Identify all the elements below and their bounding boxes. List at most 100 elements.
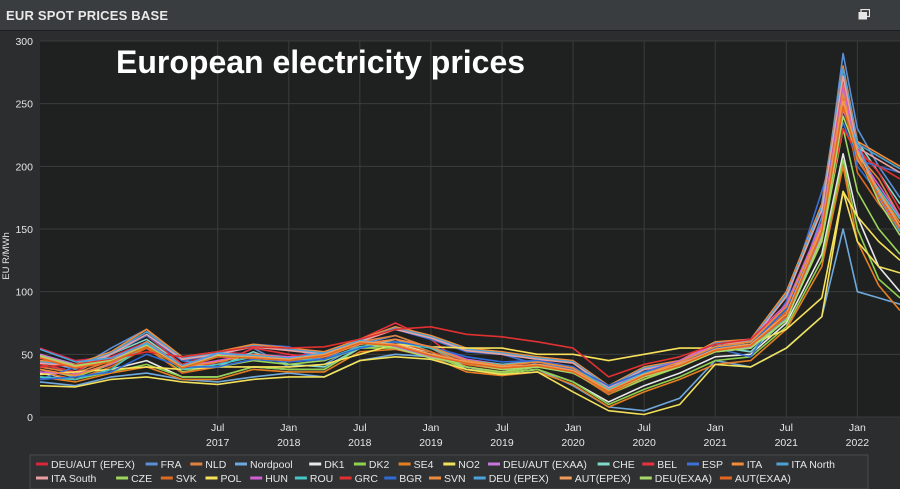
x-tick-label-bottom: 2022: [846, 437, 870, 449]
legend-label: ESP: [702, 459, 723, 471]
y-tick-label: 300: [15, 36, 33, 48]
legend-label: CZE: [131, 473, 152, 485]
y-axis: 0 50 100 150 200 250 300: [15, 36, 33, 424]
legend-label: SVK: [176, 473, 197, 485]
legend-label: SE4: [414, 459, 434, 471]
x-tick-label-top: Jan: [422, 422, 439, 434]
x-tick-label-top: Jan: [707, 422, 724, 434]
legend-item-ita-north[interactable]: ITA North: [776, 459, 835, 471]
series-line-svn[interactable]: [39, 92, 900, 392]
x-tick-label-bottom: 2020: [632, 437, 656, 449]
legend-item-ita[interactable]: ITA: [731, 459, 763, 471]
legend-item-deu-exaa[interactable]: DEU(EXAA): [639, 473, 712, 485]
panel-title: EUR SPOT PRICES BASE: [6, 8, 169, 23]
x-tick-label-bottom: 2021: [704, 437, 728, 449]
legend-label: ROU: [310, 473, 333, 485]
legend-item-svn[interactable]: SVN: [429, 473, 466, 485]
legend-label: ITA North: [791, 459, 835, 471]
y-tick-label: 0: [27, 412, 33, 424]
legend-item-hun[interactable]: HUN: [250, 473, 288, 485]
legend-item-dk2[interactable]: DK2: [353, 459, 390, 471]
legend-item-esp[interactable]: ESP: [687, 459, 723, 471]
legend-item-rou[interactable]: ROU: [294, 473, 333, 485]
legend-item-dk1[interactable]: DK1: [309, 459, 345, 471]
legend-item-bgr[interactable]: BGR: [384, 473, 422, 485]
legend-label: DEU(EXAA): [655, 473, 712, 485]
legend: DEU/AUT (EPEX) FRA NLD Nordpool DK1 DK2 SE4 NO2…: [36, 459, 835, 485]
series-line-pol[interactable]: [39, 190, 900, 376]
x-tick-label-top: Jul: [637, 422, 650, 434]
series-line-ita-south[interactable]: [39, 75, 900, 389]
x-tick-label-top: Jul: [495, 422, 508, 434]
legend-label: FRA: [161, 459, 182, 471]
x-tick-label-bottom: 2019: [419, 437, 443, 449]
legend-item-cze[interactable]: CZE: [116, 473, 152, 485]
legend-label: AUT(EPEX): [575, 473, 631, 485]
grid: [40, 40, 900, 418]
y-tick-label: 100: [15, 287, 33, 299]
legend-item-bel[interactable]: BEL: [642, 459, 677, 471]
legend-label: Nordpool: [250, 459, 293, 471]
legend-item-se4[interactable]: SE4: [398, 459, 434, 471]
legend-label: DEU (EPEX): [489, 473, 549, 485]
legend-label: DEU/AUT (EXAA): [503, 459, 587, 471]
legend-label: NO2: [458, 459, 480, 471]
legend-label: ITA: [747, 459, 763, 471]
legend-label: DK2: [369, 459, 390, 471]
legend-label: ITA South: [51, 473, 96, 485]
x-tick-label-bottom: 2017: [206, 437, 230, 449]
legend-item-deu-aut-epex[interactable]: DEU/AUT (EPEX): [36, 459, 135, 471]
legend-item-pol[interactable]: POL: [205, 473, 242, 485]
chart-title: European electricity prices: [116, 44, 525, 80]
x-tick-label-bottom: 2018: [277, 437, 301, 449]
legend-box: [29, 454, 869, 489]
legend-item-aut-exaa[interactable]: AUT(EXAA): [719, 473, 791, 485]
legend-item-ita-south[interactable]: ITA South: [36, 473, 96, 485]
legend-item-fra[interactable]: FRA: [145, 459, 182, 471]
x-tick-label-top: Jul: [353, 422, 366, 434]
expand-icon[interactable]: [858, 9, 870, 20]
legend-label: AUT(EXAA): [735, 473, 791, 485]
legend-item-grc[interactable]: GRC: [339, 473, 379, 485]
legend-label: BGR: [399, 473, 422, 485]
legend-label: SVN: [444, 473, 466, 485]
y-tick-label: 150: [15, 224, 33, 236]
y-axis-label: EU R/MWh: [1, 232, 12, 280]
series-line-dk2[interactable]: [39, 159, 900, 406]
legend-label: POL: [221, 473, 242, 485]
x-tick-label-bottom: 2020: [561, 437, 585, 449]
legend-item-che[interactable]: CHE: [597, 459, 635, 471]
series-lines: [39, 52, 900, 416]
legend-item-deu-epex[interactable]: DEU (EPEX): [473, 473, 549, 485]
panel-header: EUR SPOT PRICES BASE: [0, 0, 900, 31]
x-tick-label-bottom: 2018: [348, 437, 372, 449]
x-tick-label-top: Jan: [280, 422, 297, 434]
legend-item-svk[interactable]: SVK: [160, 473, 197, 485]
x-tick-label-bottom: 2021: [775, 437, 799, 449]
legend-label: DEU/AUT (EPEX): [51, 459, 135, 471]
legend-item-deu-aut-exaa[interactable]: DEU/AUT (EXAA): [488, 459, 587, 471]
legend-label: HUN: [265, 473, 288, 485]
x-tick-label-top: Jan: [849, 422, 866, 434]
x-axis: Jul 2017 Jan 2018 Jul 2018 Jan 2019 Jul 2019 Jan 20…: [206, 422, 869, 449]
series-line-aut-exaa[interactable]: [39, 105, 900, 393]
x-tick-label-top: Jul: [780, 422, 793, 434]
y-tick-label: 50: [21, 349, 33, 361]
legend-label: CHE: [613, 459, 635, 471]
legend-label: DK1: [324, 459, 345, 471]
y-tick-label: 200: [15, 161, 33, 173]
legend-item-nordpool[interactable]: Nordpool: [235, 459, 293, 471]
legend-item-no2[interactable]: NO2: [443, 459, 480, 471]
y-tick-label: 250: [15, 99, 33, 111]
series-line-se4[interactable]: [39, 165, 900, 408]
legend-item-aut-epex[interactable]: AUT(EPEX): [559, 473, 631, 485]
legend-label: BEL: [657, 459, 677, 471]
x-tick-label-top: Jul: [211, 422, 224, 434]
x-tick-label-bottom: 2019: [490, 437, 514, 449]
legend-label: NLD: [205, 459, 226, 471]
legend-item-nld[interactable]: NLD: [190, 459, 227, 471]
series-line-ita-north[interactable]: [39, 67, 900, 388]
legend-label: GRC: [355, 473, 379, 485]
line-chart: 0 50 100 150 200 250 300 Jul 2017 Jan 2018 Jul 2018…: [0, 31, 900, 489]
series-line-no2[interactable]: [39, 190, 900, 416]
